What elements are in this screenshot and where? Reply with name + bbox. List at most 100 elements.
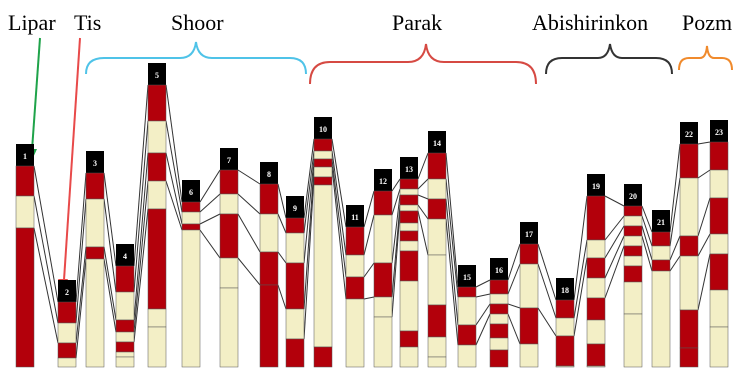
red-layer xyxy=(373,190,393,216)
correlation-line xyxy=(363,190,375,228)
correlation-line xyxy=(537,263,557,319)
red-layer xyxy=(457,324,477,346)
cream-layer xyxy=(373,296,393,318)
cream-layer xyxy=(489,337,509,351)
correlation-line xyxy=(133,180,149,333)
column-header xyxy=(220,148,238,170)
cream-layer xyxy=(147,120,167,154)
column-header xyxy=(428,131,446,153)
correlation-line xyxy=(573,257,588,337)
column-header xyxy=(86,151,104,173)
cream-layer xyxy=(345,254,365,278)
strat-column: 5 xyxy=(147,63,167,368)
red-layer xyxy=(519,243,539,265)
cream-layer xyxy=(427,356,447,368)
correlation-line xyxy=(445,198,459,326)
cream-layer xyxy=(399,240,419,252)
red-layer xyxy=(489,323,509,339)
strat-column: 14 xyxy=(427,131,447,368)
column-number: 16 xyxy=(495,266,503,275)
red-layer xyxy=(259,251,279,286)
correlation-line xyxy=(133,120,149,293)
column-header xyxy=(520,222,538,244)
column-header xyxy=(624,184,642,206)
red-layer xyxy=(147,152,167,182)
abishirinkon-brace xyxy=(545,43,673,75)
cream-layer xyxy=(219,193,239,215)
column-number: 6 xyxy=(189,188,193,197)
correlation-line xyxy=(475,293,491,298)
red-layer xyxy=(489,303,509,315)
cream-layer xyxy=(623,255,643,267)
cream-layer xyxy=(709,289,729,328)
cream-layer xyxy=(519,343,539,368)
column-header xyxy=(680,122,698,144)
correlation-line xyxy=(363,262,375,278)
correlation-line xyxy=(75,172,87,303)
correlation-line xyxy=(475,303,491,326)
column-header xyxy=(58,280,76,302)
cream-layer xyxy=(679,177,699,237)
strat-column: 9 xyxy=(285,196,305,368)
red-layer xyxy=(115,341,135,353)
red-layer xyxy=(259,183,279,215)
correlation-line xyxy=(445,178,459,298)
red-layer xyxy=(555,335,575,367)
cream-layer xyxy=(555,317,575,337)
column-header xyxy=(346,205,364,227)
strat-column: 8 xyxy=(259,162,279,368)
strat-column: 21 xyxy=(651,210,671,368)
strat-column: 7 xyxy=(219,148,239,368)
label-tis: Tis xyxy=(74,10,101,35)
red-layer xyxy=(427,304,447,338)
correlation-line xyxy=(331,138,347,228)
correlation-line xyxy=(697,233,711,257)
correlation-line xyxy=(417,204,429,220)
red-layer xyxy=(399,330,419,348)
cream-layer xyxy=(399,346,419,368)
correlation-line xyxy=(277,284,287,310)
column-header xyxy=(652,210,670,232)
red-layer xyxy=(679,143,699,179)
cream-layer xyxy=(427,178,447,200)
cream-layer xyxy=(709,326,729,368)
red-layer xyxy=(285,217,305,234)
column-number: 1 xyxy=(23,152,27,161)
correlation-line xyxy=(507,243,521,281)
column-number: 19 xyxy=(592,182,600,191)
cream-layer xyxy=(181,229,201,368)
cream-layer xyxy=(457,344,477,368)
column-number: 12 xyxy=(379,177,387,186)
red-layer xyxy=(399,230,419,242)
column-header xyxy=(458,265,476,287)
red-layer xyxy=(489,279,509,295)
cream-layer xyxy=(709,233,729,255)
red-layer xyxy=(623,205,643,217)
strat-column: 19 xyxy=(586,174,606,368)
column-header xyxy=(490,258,508,280)
red-layer xyxy=(15,165,35,197)
correlation-line xyxy=(604,215,625,241)
lipar-arrow xyxy=(27,37,41,160)
cream-layer xyxy=(115,331,135,343)
column-header xyxy=(556,278,574,300)
red-layer xyxy=(285,262,305,310)
correlation-line xyxy=(363,214,375,256)
strat-column: 10 xyxy=(313,117,333,368)
red-layer xyxy=(586,297,606,321)
correlation-line xyxy=(697,141,711,145)
correlation-line xyxy=(641,235,653,272)
red-layer xyxy=(709,253,729,291)
correlation-line xyxy=(573,195,588,301)
correlation-line xyxy=(537,243,557,301)
cream-layer xyxy=(147,180,167,210)
cream-layer xyxy=(219,287,239,368)
correlation-line xyxy=(391,194,401,264)
red-layer xyxy=(586,257,606,279)
strat-column: 18 xyxy=(555,278,575,368)
pozm-brace xyxy=(678,45,733,71)
strat-column: 13 xyxy=(399,157,419,368)
red-layer xyxy=(623,245,643,257)
correlation-line xyxy=(237,257,261,286)
correlation-line xyxy=(697,169,711,179)
